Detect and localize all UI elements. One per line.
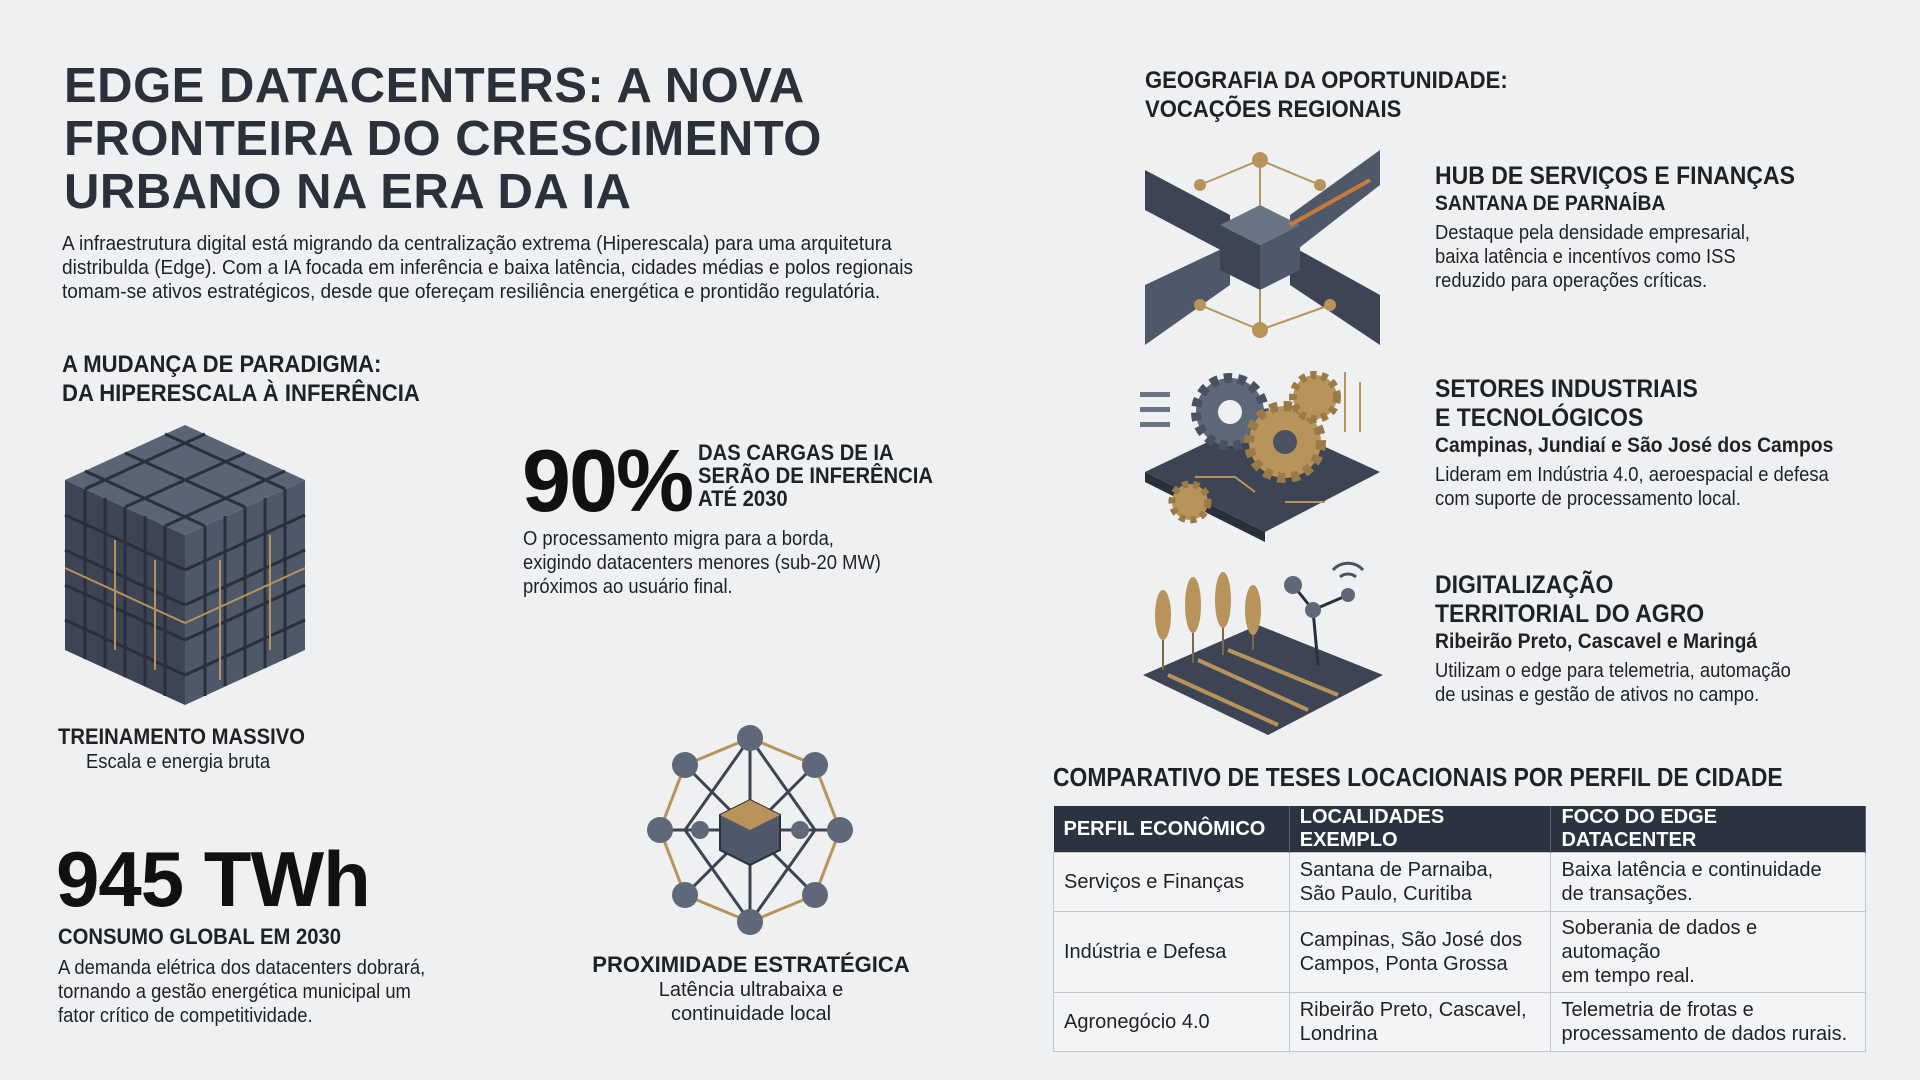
training-title: TREINAMENTO MASSIVO (58, 724, 306, 749)
cell-line: Agronegócio 4.0 (1064, 1011, 1210, 1033)
label-line: DAS CARGAS DE IA (698, 440, 894, 465)
heading-line: VOCAÇÕES REGIONAIS (1145, 96, 1402, 123)
region-title: SETORES INDUSTRIAIS (1435, 375, 1698, 403)
table-cell: Ribeirão Preto, Cascavel, Londrina (1288, 992, 1552, 1052)
proximity-subtitle-line: Latência ultrabaixa e (658, 979, 844, 1001)
training-subtitle: Escala e energia bruta (86, 751, 271, 773)
cell-line: Campos, Ponta Grossa (1299, 953, 1508, 975)
table-row: Serviços e Finanças Santana de Parnaiba, S… (1053, 852, 1866, 912)
table-cell: Telemetria de frotas e processamento de d… (1550, 992, 1866, 1052)
intro-line: A infraestrutura digital está migrando d… (62, 232, 892, 255)
region-title: E TECNOLÓGICOS (1435, 404, 1644, 432)
cell-line: de transações. (1561, 883, 1693, 905)
industry-gears-icon (1140, 371, 1380, 542)
region-finance: HUB DE SERVIÇOS E FINANÇAS SANTANA DE PA… (1435, 162, 1826, 293)
text-line: Utilizam o edge para telemetria, automaç… (1435, 660, 1791, 682)
cell-line: em tempo real. (1561, 965, 1695, 987)
intro-paragraph: A infraestrutura digital está migrando d… (62, 232, 936, 304)
intro-line: tomam-se ativos estratégicos, desde que … (62, 280, 881, 303)
text-line: baixa latência e incentívos como ISS (1435, 246, 1736, 268)
stat-90-text: O processamento migra para a borda, exig… (523, 527, 881, 599)
text-line: com suporte de processamento local. (1435, 488, 1741, 510)
region-cities: Ribeirão Preto, Cascavel e Maringá (1435, 630, 1758, 653)
table-row: Agronegócio 4.0 Ribeirão Preto, Cascavel,… (1053, 992, 1866, 1052)
intro-line: distribulda (Edge). Com a IA focada em i… (62, 256, 913, 279)
cell-line: Baixa latência e continuidade (1561, 859, 1822, 881)
region-text: Utilizam o edge para telemetria, automaç… (1435, 659, 1791, 707)
column-header: PERFIL ECONÔMICO (1053, 806, 1290, 853)
text-line: tornando a gestão energética municipal u… (58, 981, 411, 1003)
title-line: URBANO NA ERA DA IA (64, 165, 632, 219)
table-header-row: PERFIL ECONÔMICO LOCALIDADES EXEMPLO FOC… (1053, 806, 1866, 853)
region-cities: SANTANA DE PARNAÍBA (1435, 192, 1666, 215)
text-line: Destaque pela densidade empresarial, (1435, 222, 1751, 244)
edge-network-icon (647, 725, 853, 935)
cell-line: Santana de Parnaiba, (1299, 859, 1494, 881)
table-heading: COMPARATIVO DE TESES LOCACIONAIS POR PER… (1053, 762, 1783, 792)
heading-line: GEOGRAFIA DA OPORTUNIDADE: (1145, 67, 1508, 94)
table-cell: Soberania de dados e automação em tempo r… (1550, 911, 1866, 993)
stat-90-label: DAS CARGAS DE IA SERÃO DE INFERÊNCIA ATÉ… (698, 441, 933, 510)
table-cell: Serviços e Finanças (1053, 852, 1290, 912)
region-title: TERRITORIAL DO AGRO (1435, 600, 1705, 628)
geography-heading: GEOGRAFIA DA OPORTUNIDADE: VOCAÇÕES REGI… (1145, 66, 1508, 124)
text-line: reduzido para operações críticas. (1435, 270, 1708, 292)
table-cell: Baixa latência e continuidade de transaçõ… (1550, 852, 1866, 912)
text-line: A demanda elétrica dos datacenters dobra… (58, 957, 426, 979)
label-line: SERÃO DE INFERÊNCIA (698, 463, 934, 488)
cell-line: Indústria e Defesa (1064, 941, 1227, 963)
title-line: EDGE DATACENTERS: A NOVA (64, 59, 805, 113)
region-text: Destaque pela densidade empresarial, bai… (1435, 221, 1795, 293)
table-cell: Indústria e Defesa (1053, 911, 1290, 993)
cell-line: Londrina (1299, 1023, 1378, 1045)
stat-945-text: A demanda elétrica dos datacenters dobra… (58, 956, 425, 1028)
region-industry: SETORES INDUSTRIAIS E TECNOLÓGICOS Campi… (1435, 375, 1868, 511)
text-line: de usinas e gestão de ativos no campo. (1435, 684, 1760, 706)
text-line: Lideram em Indústria 4.0, aeroespacial e… (1435, 464, 1829, 486)
region-title: HUB DE SERVIÇOS E FINANÇAS (1435, 162, 1795, 190)
text-line: fator crítico de competitividade. (58, 1005, 313, 1027)
table-cell: Agronegócio 4.0 (1053, 992, 1290, 1052)
proximity-subtitle-line: continuidade local (670, 1003, 832, 1025)
table-cell: Santana de Parnaiba, São Paulo, Curitiba (1288, 852, 1552, 912)
heading-line: DA HIPERESCALA À INFERÊNCIA (62, 380, 420, 407)
stat-90-value: 90% (522, 431, 694, 530)
text-line: exigindo datacenters menores (sub-20 MW) (523, 552, 881, 574)
stat-945-label: CONSUMO GLOBAL EM 2030 (58, 924, 342, 949)
page-title: EDGE DATACENTERS: A NOVA FRONTEIRA DO CR… (64, 60, 822, 219)
region-text: Lideram em Indústria 4.0, aeroespacial e… (1435, 463, 1833, 511)
cell-line: Serviços e Finanças (1064, 871, 1245, 893)
cell-line: São Paulo, Curitiba (1299, 883, 1473, 905)
cell-line: Telemetria de frotas e (1561, 999, 1754, 1021)
cell-line: Ribeirão Preto, Cascavel, (1299, 999, 1527, 1021)
region-cities: Campinas, Jundiaí e São José dos Campos (1435, 434, 1834, 457)
cell-line: Campinas, São José dos (1299, 929, 1523, 951)
text-line: O processamento migra para a borda, (523, 528, 834, 550)
proximity-title: PROXIMIDADE ESTRATÉGICA (592, 952, 910, 977)
agro-icon (1143, 561, 1383, 735)
table-row: Indústria e Defesa Campinas, São José dos… (1053, 911, 1866, 993)
region-agro: DIGITALIZAÇÃO TERRITORIAL DO AGRO Ribeir… (1435, 571, 1822, 707)
finance-hub-icon (1145, 150, 1380, 345)
title-line: FRONTEIRA DO CRESCIMENTO (64, 112, 822, 166)
proximity-caption: PROXIMIDADE ESTRATÉGICA Latência ultraba… (591, 952, 911, 1026)
text-line: próximos ao usuário final. (523, 576, 733, 598)
hyperscale-cube-icon (64, 425, 306, 705)
label-line: ATÉ 2030 (698, 486, 788, 511)
region-title: DIGITALIZAÇÃO (1435, 571, 1614, 599)
heading-line: A MUDANÇA DE PARADIGMA: (62, 351, 382, 378)
comparison-table: PERFIL ECONÔMICO LOCALIDADES EXEMPLO FOC… (1053, 806, 1866, 1052)
table-cell: Campinas, São José dos Campos, Ponta Gros… (1288, 911, 1552, 993)
paradigm-heading: A MUDANÇA DE PARADIGMA: DA HIPERESCALA À… (62, 350, 420, 408)
column-header: FOCO DO EDGE DATACENTER (1550, 806, 1866, 853)
cell-line: Soberania de dados e automação (1561, 917, 1758, 963)
cell-line: processamento de dados rurais. (1561, 1023, 1848, 1045)
stat-945-value: 945 TWh (56, 835, 371, 923)
column-header: LOCALIDADES EXEMPLO (1289, 806, 1552, 853)
